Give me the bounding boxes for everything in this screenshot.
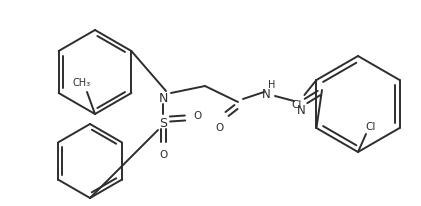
Text: O: O — [159, 149, 167, 159]
Text: H: H — [268, 80, 276, 90]
Text: CH₃: CH₃ — [73, 78, 91, 88]
Text: Cl: Cl — [366, 121, 376, 131]
Text: S: S — [159, 117, 167, 130]
Text: O: O — [193, 110, 201, 121]
Text: N: N — [158, 92, 168, 105]
Text: N: N — [297, 103, 305, 116]
Text: N: N — [261, 88, 270, 101]
Text: O: O — [216, 122, 224, 132]
Text: Cl: Cl — [291, 99, 301, 109]
